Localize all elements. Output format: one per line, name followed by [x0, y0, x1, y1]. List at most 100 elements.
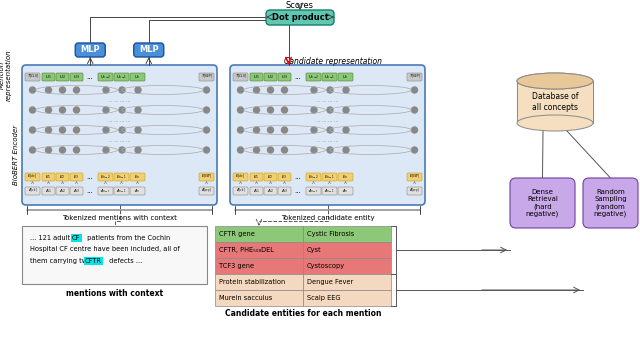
Circle shape — [268, 147, 273, 153]
Text: $A_2$: $A_2$ — [268, 187, 274, 195]
Circle shape — [60, 127, 65, 133]
Text: Dengue Fever: Dengue Fever — [307, 279, 353, 285]
Circle shape — [60, 107, 65, 113]
Bar — [215, 226, 303, 242]
Text: $U_3$: $U_3$ — [73, 73, 80, 81]
Text: $U_{n-1}$: $U_{n-1}$ — [324, 73, 335, 81]
Text: TCF3 gene: TCF3 gene — [219, 263, 254, 269]
Text: CFTR, PHE₅₀₈DEL: CFTR, PHE₅₀₈DEL — [219, 247, 274, 253]
FancyBboxPatch shape — [56, 187, 69, 195]
Circle shape — [135, 147, 141, 153]
Text: $E_{n-1}$: $E_{n-1}$ — [324, 173, 335, 181]
Text: $E_n$: $E_n$ — [342, 173, 349, 181]
Circle shape — [45, 127, 51, 133]
FancyBboxPatch shape — [199, 187, 214, 195]
Text: Hospital CF centre have been included, all of: Hospital CF centre have been included, a… — [30, 246, 180, 252]
FancyBboxPatch shape — [22, 65, 217, 205]
Text: $A_2$: $A_2$ — [60, 187, 66, 195]
FancyBboxPatch shape — [264, 187, 277, 195]
Circle shape — [282, 107, 287, 113]
FancyBboxPatch shape — [25, 187, 40, 195]
Ellipse shape — [517, 115, 593, 131]
Circle shape — [74, 127, 79, 133]
Text: $A_{n-1}$: $A_{n-1}$ — [116, 187, 127, 195]
Circle shape — [135, 107, 141, 113]
Bar — [303, 226, 391, 242]
FancyBboxPatch shape — [278, 173, 291, 181]
Circle shape — [253, 127, 259, 133]
Text: $A_{n-r}$: $A_{n-r}$ — [100, 187, 111, 195]
Circle shape — [282, 127, 287, 133]
Text: ... ... ... ...: ... ... ... ... — [316, 118, 339, 122]
Text: patients from the Cochin: patients from the Cochin — [85, 235, 170, 241]
Text: $E_{[cls]}$: $E_{[cls]}$ — [28, 173, 38, 181]
Text: ...: ... — [86, 174, 93, 180]
Circle shape — [237, 127, 243, 133]
FancyBboxPatch shape — [42, 73, 55, 81]
Text: $E_3$: $E_3$ — [74, 173, 79, 181]
FancyBboxPatch shape — [306, 187, 321, 195]
Circle shape — [412, 87, 417, 93]
Circle shape — [327, 107, 333, 113]
Text: $A_{[cls]}$: $A_{[cls]}$ — [236, 187, 245, 195]
Circle shape — [204, 107, 209, 113]
FancyBboxPatch shape — [114, 187, 129, 195]
Circle shape — [135, 87, 141, 93]
Circle shape — [268, 87, 273, 93]
Text: Mention
representation: Mention representation — [0, 49, 12, 101]
FancyBboxPatch shape — [250, 173, 263, 181]
Circle shape — [29, 87, 35, 93]
Text: Cystoscopy: Cystoscopy — [307, 263, 345, 269]
Text: $U_{n-2}$: $U_{n-2}$ — [308, 73, 319, 81]
Text: $E_n$: $E_n$ — [134, 173, 141, 181]
FancyBboxPatch shape — [233, 73, 248, 81]
Text: $E_3$: $E_3$ — [282, 173, 287, 181]
FancyBboxPatch shape — [322, 187, 337, 195]
FancyBboxPatch shape — [25, 173, 40, 181]
Text: $E_2$: $E_2$ — [60, 173, 65, 181]
Text: ... ... ... ...: ... ... ... ... — [316, 137, 339, 143]
Text: $A_3$: $A_3$ — [281, 187, 288, 195]
FancyBboxPatch shape — [114, 73, 129, 81]
FancyBboxPatch shape — [134, 43, 164, 57]
Circle shape — [119, 127, 125, 133]
FancyBboxPatch shape — [338, 173, 353, 181]
Circle shape — [268, 127, 273, 133]
Text: ...: ... — [294, 74, 301, 80]
Text: CFTR: CFTR — [85, 258, 102, 264]
Text: $E_{n-2}$: $E_{n-2}$ — [308, 173, 319, 181]
Text: $T_{[CLS]}$: $T_{[CLS]}$ — [234, 73, 246, 81]
FancyBboxPatch shape — [233, 187, 248, 195]
Text: Dot product: Dot product — [271, 13, 328, 22]
FancyBboxPatch shape — [230, 65, 425, 205]
Text: ... ... ... ...: ... ... ... ... — [108, 137, 131, 143]
FancyBboxPatch shape — [306, 73, 321, 81]
Circle shape — [204, 127, 209, 133]
Ellipse shape — [517, 73, 593, 89]
Circle shape — [412, 147, 417, 153]
Text: Cystic Fibrosis: Cystic Fibrosis — [307, 231, 355, 237]
Text: $A_{n-r}$: $A_{n-r}$ — [308, 187, 319, 195]
Circle shape — [29, 107, 35, 113]
Text: ... ... ... ...: ... ... ... ... — [108, 98, 131, 102]
Text: Dense
Retrieval
(hard
negative): Dense Retrieval (hard negative) — [526, 189, 559, 217]
FancyBboxPatch shape — [98, 173, 113, 181]
FancyBboxPatch shape — [70, 73, 83, 81]
Circle shape — [282, 87, 287, 93]
Text: $E_{n-1}$: $E_{n-1}$ — [116, 173, 127, 181]
Text: CF: CF — [72, 235, 81, 241]
Circle shape — [103, 107, 109, 113]
Text: $U_n$: $U_n$ — [342, 73, 349, 81]
FancyBboxPatch shape — [56, 173, 69, 181]
FancyBboxPatch shape — [199, 73, 214, 81]
FancyBboxPatch shape — [510, 178, 575, 228]
Circle shape — [45, 87, 51, 93]
Circle shape — [237, 147, 243, 153]
Circle shape — [327, 87, 333, 93]
Circle shape — [311, 87, 317, 93]
Circle shape — [343, 147, 349, 153]
FancyBboxPatch shape — [407, 173, 422, 181]
Text: $U_{n-2}$: $U_{n-2}$ — [100, 73, 111, 81]
Circle shape — [119, 87, 125, 93]
Text: Cyst: Cyst — [307, 247, 322, 253]
